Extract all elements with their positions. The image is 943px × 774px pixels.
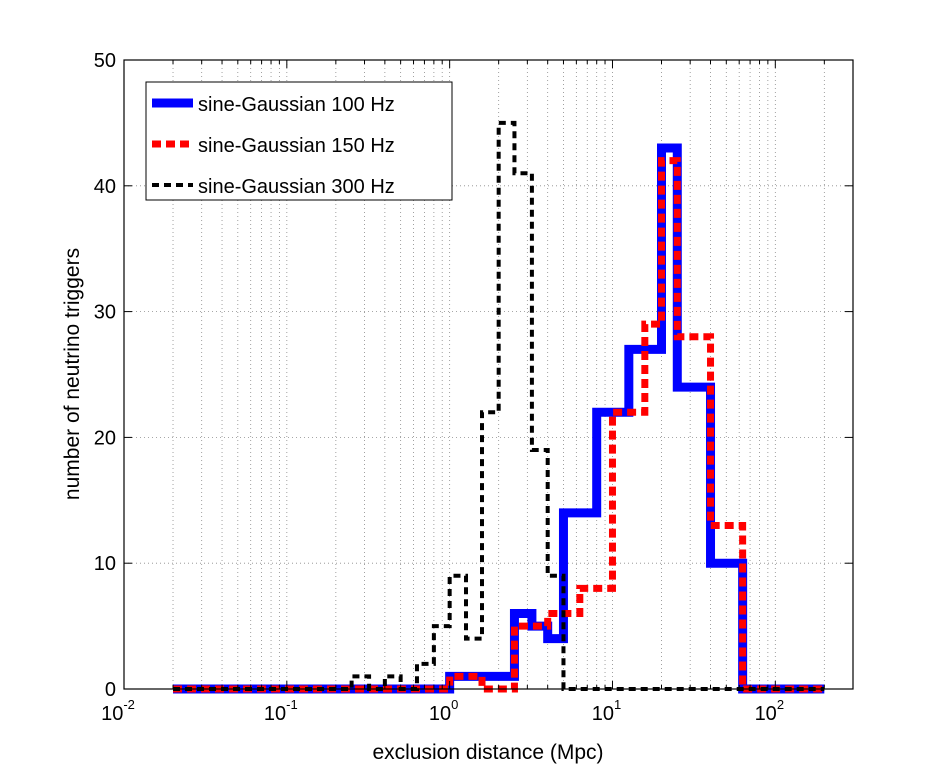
legend-label-2: sine-Gaussian 150 Hz [198, 135, 395, 157]
y-axis-label: number of neutrino triggers [61, 248, 84, 500]
y-tick-label: 20 [94, 427, 116, 449]
x-tick-labels: 10-2 10-1 100 101 102 [101, 697, 784, 725]
x-tick-label: 10-1 [264, 697, 298, 725]
y-tick-label: 30 [94, 302, 116, 324]
y-tick-labels: 0 10 20 30 40 50 [94, 50, 116, 701]
legend: sine-Gaussian 100 Hz sine-Gaussian 150 Hz… [145, 81, 453, 201]
x-tick-label: 102 [755, 697, 784, 725]
y-tick-label: 10 [94, 553, 116, 575]
plot-frame [123, 59, 854, 690]
x-tick-label: 100 [429, 697, 458, 725]
y-tick-label: 0 [105, 679, 116, 701]
legend-label-3: sine-Gaussian 300 Hz [198, 176, 395, 198]
y-tick-label: 40 [94, 176, 116, 198]
legend-label-1: sine-Gaussian 100 Hz [198, 94, 395, 116]
x-axis-label: exclusion distance (Mpc) [372, 741, 603, 764]
y-tick-label: 50 [94, 50, 116, 72]
x-tick-label: 101 [592, 697, 621, 725]
x-tick-label: 10-2 [101, 697, 135, 725]
axis-ticks [123, 59, 854, 690]
legend-box [145, 81, 453, 201]
series-line-2 [173, 157, 825, 693]
